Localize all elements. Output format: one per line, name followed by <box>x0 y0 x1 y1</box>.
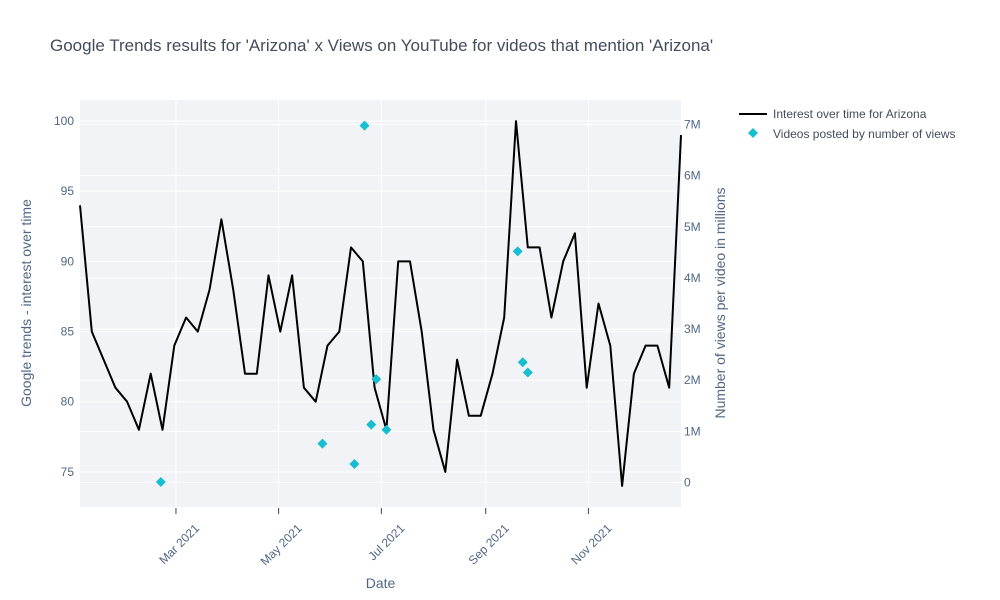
y-tick-label: 75 <box>61 465 75 479</box>
video-views-scatter-series <box>155 120 533 487</box>
grid <box>80 100 681 507</box>
video-point[interactable] <box>512 246 523 257</box>
y2-tick-label: 2M <box>684 373 701 387</box>
y-axis-right: 0 1M 2M 3M 4M 5M 6M 7M <box>684 118 701 490</box>
x-axis: Mar 2021 May 2021 Jul 2021 Sep 2021 Nov 2021 <box>156 508 615 568</box>
y2-tick-label: 4M <box>684 271 701 285</box>
interest-line <box>79 120 682 487</box>
video-point[interactable] <box>381 424 392 435</box>
y-tick-label: 95 <box>61 184 75 198</box>
x-tick-label: Sep 2021 <box>466 521 512 567</box>
legend-diamond-swatch <box>748 128 758 138</box>
video-point[interactable] <box>317 438 328 449</box>
chart-title: Google Trends results for 'Arizona' x Vi… <box>50 36 713 55</box>
y2-tick-label: 3M <box>684 322 701 336</box>
video-point[interactable] <box>155 476 166 487</box>
x-tick-label: Jul 2021 <box>365 521 407 563</box>
y-tick-label: 100 <box>54 114 74 128</box>
video-point[interactable] <box>349 459 360 470</box>
x-tick-label: Mar 2021 <box>156 521 202 567</box>
y2-tick-label: 7M <box>684 118 701 132</box>
video-point[interactable] <box>359 120 370 131</box>
y2-tick-label: 5M <box>684 220 701 234</box>
y-tick-label: 90 <box>61 254 75 268</box>
legend-label-interest: Interest over time for Arizona <box>773 107 927 121</box>
x-tick-label: May 2021 <box>258 521 305 568</box>
x-tick-label: Nov 2021 <box>568 521 614 567</box>
legend-item-videos[interactable]: Videos posted by number of views <box>748 127 956 141</box>
y2-tick-label: 1M <box>684 424 701 438</box>
video-point[interactable] <box>517 357 528 368</box>
legend[interactable]: Interest over time for Arizona Videos po… <box>739 107 956 141</box>
y-axis-title: Google trends - interest over time <box>18 199 34 407</box>
y-tick-label: 85 <box>61 325 75 339</box>
interest-line-series <box>79 120 682 487</box>
y2-tick-label: 6M <box>684 169 701 183</box>
y-axis-left: 75 80 85 90 95 100 <box>54 114 74 479</box>
y2-axis-title: Number of views per video in millions <box>712 187 728 418</box>
legend-item-interest[interactable]: Interest over time for Arizona <box>739 107 927 121</box>
x-axis-title: Date <box>366 575 396 591</box>
legend-label-videos: Videos posted by number of views <box>773 127 956 141</box>
plot-area <box>80 100 681 507</box>
video-point[interactable] <box>522 367 533 378</box>
y-tick-label: 80 <box>61 395 75 409</box>
video-point[interactable] <box>366 419 377 430</box>
y2-tick-label: 0 <box>684 475 691 489</box>
video-point[interactable] <box>371 374 382 385</box>
